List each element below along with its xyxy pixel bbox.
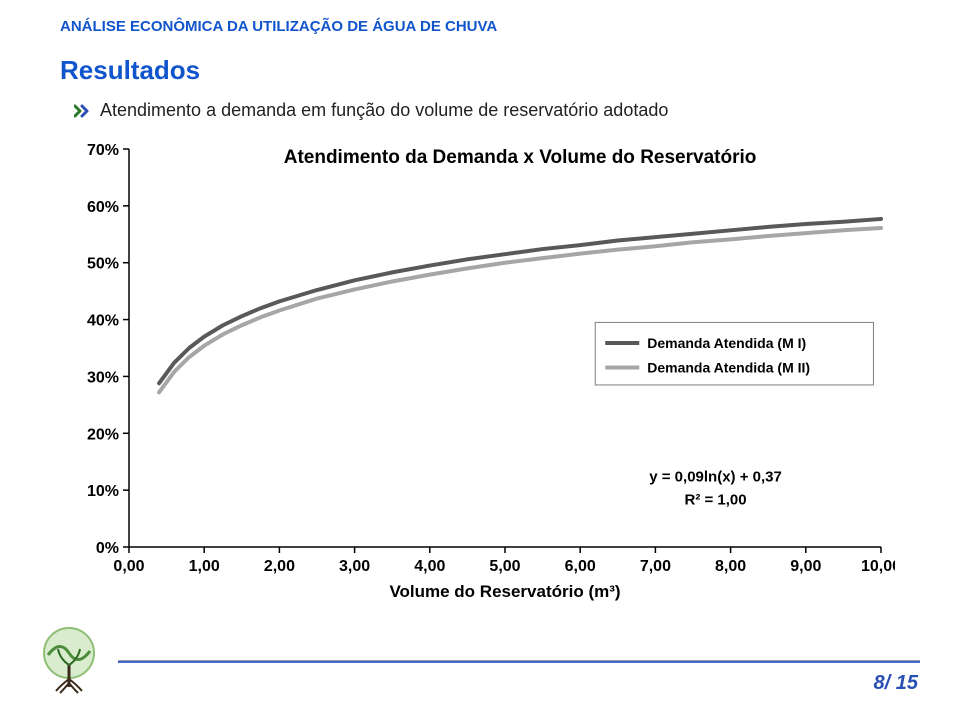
doc-header: ANÁLISE ECONÔMICA DA UTILIZAÇÃO DE ÁGUA … xyxy=(60,18,497,35)
x-tick-label: 3,00 xyxy=(339,558,370,575)
bullet-arrows-icon xyxy=(74,104,90,118)
y-tick-label: 30% xyxy=(87,369,119,386)
bullet-text: Atendimento a demanda em função do volum… xyxy=(100,100,668,121)
y-tick-label: 0% xyxy=(96,540,119,557)
x-tick-label: 6,00 xyxy=(565,558,596,575)
chart: 0% 10% 20% 30% 40% 50% 60% 70% 0,00 1,00 2,00 3,00 4… xyxy=(65,135,895,605)
footer-logo-icon xyxy=(30,625,108,695)
x-tick-label: 8,00 xyxy=(715,558,746,575)
y-tick-label: 70% xyxy=(87,142,119,159)
y-tick-label: 60% xyxy=(87,199,119,216)
bullet-item: Atendimento a demanda em função do volum… xyxy=(74,100,668,121)
y-tick-label: 40% xyxy=(87,313,119,330)
page-number: 8/ 15 xyxy=(874,672,918,695)
footer-rule xyxy=(118,660,920,663)
x-tick-label: 0,00 xyxy=(113,558,144,575)
x-tick-label: 1,00 xyxy=(189,558,220,575)
y-tick-label: 20% xyxy=(87,426,119,443)
y-tick-label: 50% xyxy=(87,256,119,273)
y-tick-label: 10% xyxy=(87,483,119,500)
legend-label: Demanda Atendida (M II) xyxy=(647,359,810,375)
x-tick-label: 9,00 xyxy=(790,558,821,575)
x-tick-label: 7,00 xyxy=(640,558,671,575)
legend xyxy=(595,322,873,385)
x-tick-label: 4,00 xyxy=(414,558,445,575)
section-title: Resultados xyxy=(60,55,200,86)
x-axis-label: Volume do Reservatório (m³) xyxy=(389,582,620,601)
x-tick-label: 10,00 xyxy=(861,558,895,575)
trend-equation: y = 0,09ln(x) + 0,37 xyxy=(649,469,782,486)
x-tick-label: 5,00 xyxy=(489,558,520,575)
chart-title: Atendimento da Demanda x Volume do Reser… xyxy=(284,147,757,168)
trend-r2: R² = 1,00 xyxy=(684,491,746,508)
x-tick-label: 2,00 xyxy=(264,558,295,575)
legend-label: Demanda Atendida (M I) xyxy=(647,335,806,351)
